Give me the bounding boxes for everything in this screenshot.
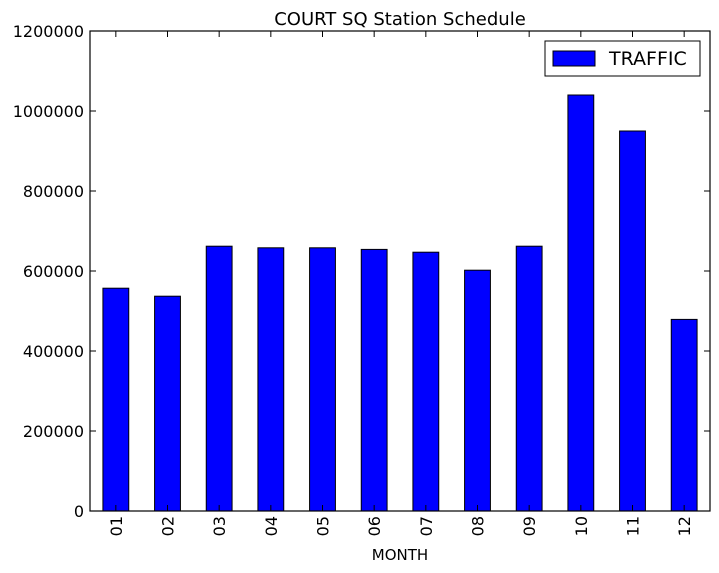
x-tick-label-04: 04 — [262, 516, 281, 536]
x-tick-label-01: 01 — [107, 516, 126, 536]
bar-04 — [257, 247, 285, 512]
y-tick-label: 600000 — [23, 262, 84, 281]
bar-03 — [205, 245, 233, 512]
x-tick-label-11: 11 — [624, 516, 643, 536]
bar-06 — [360, 248, 388, 512]
x-axis-label: MONTH — [372, 546, 428, 564]
legend-frame — [544, 40, 701, 77]
legend-label-traffic: TRAFFIC — [608, 48, 687, 70]
bar-08 — [464, 269, 491, 512]
bar-11 — [619, 130, 646, 512]
y-axis: 0 200000 400000 600000 800000 1000000 1200000 — [13, 22, 710, 521]
bar-01 — [102, 287, 130, 512]
x-tick-label-09: 09 — [520, 516, 539, 536]
y-tick-label: 800000 — [23, 182, 84, 201]
x-tick-label-06: 06 — [365, 516, 384, 536]
y-tick-label: 1200000 — [13, 22, 84, 41]
y-tick-label: 200000 — [23, 422, 84, 441]
bar-09 — [515, 245, 543, 512]
bar-05 — [309, 247, 336, 512]
x-tick-label-05: 05 — [314, 516, 333, 536]
legend: TRAFFIC — [544, 40, 701, 77]
x-tick-label-03: 03 — [210, 516, 229, 536]
x-tick-label-02: 02 — [159, 516, 178, 536]
x-tick-label-10: 10 — [572, 516, 591, 536]
bar-12 — [670, 318, 698, 512]
x-axis: 01 02 03 04 05 06 07 08 09 10 11 12 — [107, 31, 694, 536]
y-tick-label: 400000 — [23, 342, 84, 361]
bar-10 — [567, 94, 595, 512]
bar-07 — [412, 251, 440, 512]
plot-frame — [89, 30, 711, 512]
y-tick-label: 1000000 — [13, 102, 84, 121]
y-tick-label: 0 — [74, 502, 84, 521]
legend-swatch-traffic — [552, 50, 596, 67]
x-tick-label-08: 08 — [469, 516, 488, 536]
bar-02 — [154, 295, 181, 512]
chart-title: COURT SQ Station Schedule — [274, 9, 526, 30]
x-tick-label-07: 07 — [417, 516, 436, 536]
bars-group — [102, 94, 698, 512]
x-tick-label-12: 12 — [675, 516, 694, 536]
